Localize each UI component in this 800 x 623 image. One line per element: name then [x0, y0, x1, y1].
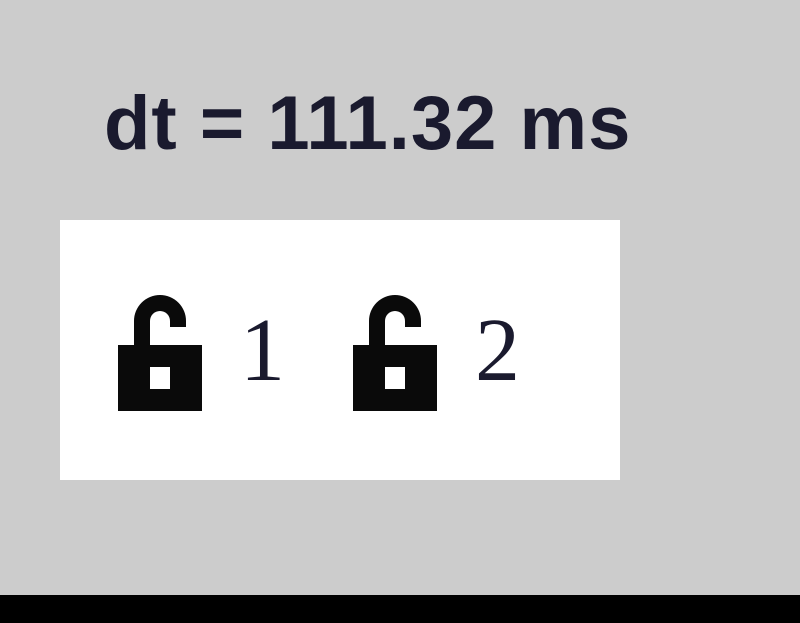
bottom-bar	[0, 595, 800, 623]
lock-number-2: 2	[475, 299, 520, 402]
lock-number-1: 1	[240, 299, 285, 402]
lock-panel: 1 2	[60, 220, 620, 480]
lock-item-2[interactable]: 2	[345, 285, 520, 415]
timing-label: dt = 111.32 ms	[104, 80, 631, 167]
unlock-icon	[110, 285, 210, 415]
lock-item-1[interactable]: 1	[110, 285, 285, 415]
unlock-icon	[345, 285, 445, 415]
